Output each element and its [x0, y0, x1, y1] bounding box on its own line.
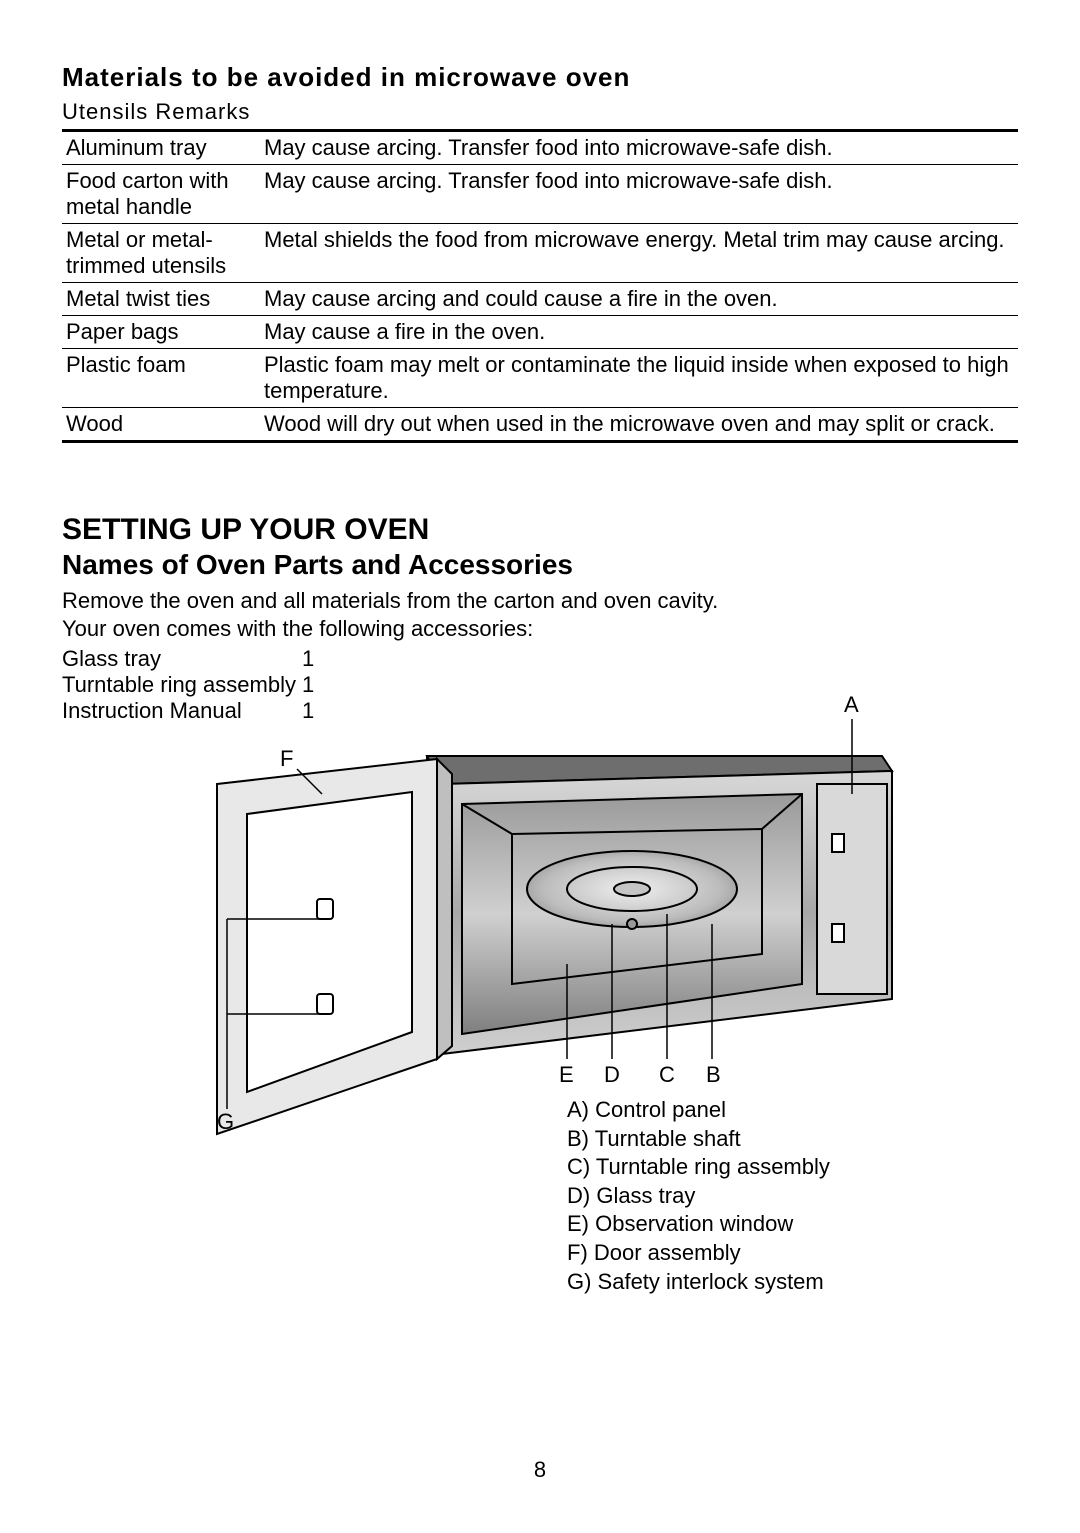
legend-G: G) Safety interlock system [567, 1268, 830, 1297]
table-row: Paper bags May cause a fire in the oven. [62, 316, 1018, 349]
remark-cell: Metal shields the food from microwave en… [260, 224, 1018, 283]
table-row: Wood Wood will dry out when used in the … [62, 408, 1018, 442]
diagram-label-C: C [659, 1062, 675, 1088]
remark-cell: Plastic foam may melt or contaminate the… [260, 349, 1018, 408]
setup-intro-2: Your oven comes with the following acces… [62, 615, 1018, 643]
diagram-label-D: D [604, 1062, 620, 1088]
materials-title: Materials to be avoided in microwave ove… [62, 62, 1018, 93]
legend-B: B) Turntable shaft [567, 1125, 830, 1154]
diagram-label-G: G [217, 1109, 234, 1135]
table-header: Utensils Remarks [62, 99, 1018, 125]
diagram-label-A: A [844, 692, 859, 718]
utensil-cell: Aluminum tray [62, 131, 260, 165]
setup-subheading: Names of Oven Parts and Accessories [62, 549, 1018, 581]
utensil-cell: Wood [62, 408, 260, 442]
legend-A: A) Control panel [567, 1096, 830, 1125]
legend-C: C) Turntable ring assembly [567, 1153, 830, 1182]
materials-table: Aluminum tray May cause arcing. Transfer… [62, 129, 1018, 443]
table-row: Metal or metal-trimmed utensils Metal sh… [62, 224, 1018, 283]
diagram-label-B: B [706, 1062, 721, 1088]
diagram-legend: A) Control panel B) Turntable shaft C) T… [567, 1096, 830, 1296]
table-row: Food carton with metal handle May cause … [62, 165, 1018, 224]
utensil-cell: Metal twist ties [62, 283, 260, 316]
utensil-cell: Paper bags [62, 316, 260, 349]
utensil-cell: Metal or metal-trimmed utensils [62, 224, 260, 283]
legend-E: E) Observation window [567, 1210, 830, 1239]
table-row: Plastic foam Plastic foam may melt or co… [62, 349, 1018, 408]
remark-cell: May cause arcing and could cause a fire … [260, 283, 1018, 316]
table-row: Metal twist ties May cause arcing and co… [62, 283, 1018, 316]
page-number: 8 [0, 1457, 1080, 1483]
remark-cell: Wood will dry out when used in the micro… [260, 408, 1018, 442]
oven-svg [62, 664, 1018, 1184]
remark-cell: May cause arcing. Transfer food into mic… [260, 165, 1018, 224]
utensil-cell: Plastic foam [62, 349, 260, 408]
setup-intro-1: Remove the oven and all materials from t… [62, 587, 1018, 615]
diagram-label-E: E [559, 1062, 574, 1088]
remark-cell: May cause a fire in the oven. [260, 316, 1018, 349]
utensil-cell: Food carton with metal handle [62, 165, 260, 224]
setup-heading: SETTING UP YOUR OVEN [62, 513, 1018, 547]
legend-D: D) Glass tray [567, 1182, 830, 1211]
remark-cell: May cause arcing. Transfer food into mic… [260, 131, 1018, 165]
legend-F: F) Door assembly [567, 1239, 830, 1268]
oven-diagram: A F G E D C B A) Control panel B) Turnta… [62, 664, 1018, 1184]
table-row: Aluminum tray May cause arcing. Transfer… [62, 131, 1018, 165]
diagram-label-F: F [280, 746, 293, 772]
